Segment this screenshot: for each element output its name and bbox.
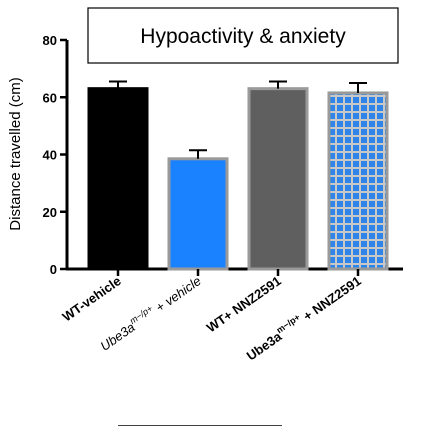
y-tick-label: 20 xyxy=(43,205,57,220)
y-tick-label: 40 xyxy=(43,148,57,163)
x-tick-label: WT+ NNZ2591 xyxy=(204,273,284,335)
y-tick-label: 0 xyxy=(50,262,57,277)
chart-title-text: Hypoactivity & anxiety xyxy=(140,25,346,48)
y-axis-label: Distance travelled (cm) xyxy=(7,77,24,230)
x-tick-label: WT-vehicle xyxy=(59,273,123,324)
bar xyxy=(247,87,309,271)
y-tick-label: 60 xyxy=(43,90,57,105)
bar xyxy=(327,91,389,271)
chart-title: Hypoactivity & anxiety xyxy=(87,7,399,64)
y-tick-label: 80 xyxy=(43,33,57,48)
bar xyxy=(87,87,149,271)
bar xyxy=(167,157,229,271)
